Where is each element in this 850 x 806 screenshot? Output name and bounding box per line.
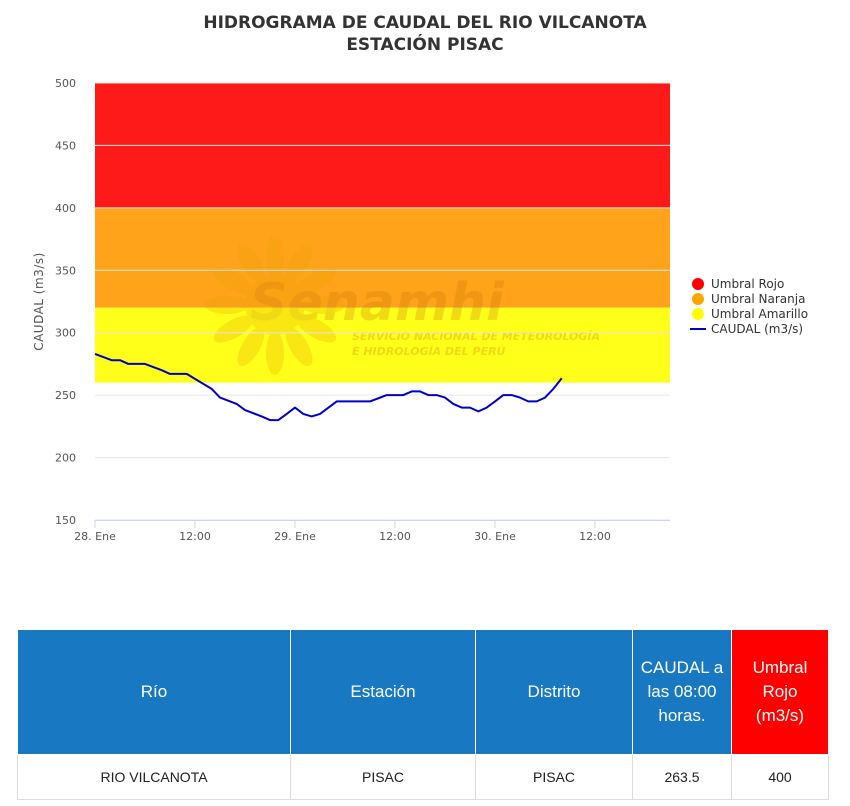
- watermark-sun-ray: [266, 235, 284, 279]
- chart-title-main: HIDROGRAMA DE CAUDAL DEL RIO VILCANOTA: [203, 13, 647, 33]
- band-1: [95, 207, 670, 308]
- y-tick-label: 200: [55, 452, 76, 465]
- legend-marker-0: [692, 278, 704, 290]
- y-axis-title: CAUDAL (m3/s): [32, 252, 46, 351]
- watermark-line1: SERVICIO NACIONAL DE METEOROLOGÍA: [352, 330, 600, 343]
- watermark-sun-ray: [266, 331, 284, 375]
- header-umbral-rojo: Umbral Rojo (m3/s): [731, 629, 829, 755]
- header-distrito: Distrito: [475, 629, 633, 755]
- x-tick-label: 28. Ene: [74, 530, 116, 543]
- legend-label-1: Umbral Naranja: [711, 292, 805, 306]
- hydrograph-chart: HIDROGRAMA DE CAUDAL DEL RIO VILCANOTA E…: [0, 12, 850, 543]
- watermark-sun-ray: [237, 243, 265, 284]
- x-tick-label: 12:00: [579, 530, 611, 543]
- watermark-line2: E HIDROLOGÍA DEL PERÚ: [352, 345, 506, 358]
- legend-label-2: Umbral Amarillo: [711, 307, 808, 321]
- cell-umbral: 400: [731, 754, 829, 800]
- cell-distrito: PISAC: [475, 754, 633, 800]
- cell-caudal: 263.5: [632, 754, 732, 800]
- cell-estacion: PISAC: [290, 754, 476, 800]
- y-tick-label: 450: [55, 139, 76, 152]
- watermark-sun-ray: [296, 315, 337, 343]
- header-rio: Río: [17, 629, 291, 755]
- y-tick-label: 300: [55, 327, 76, 340]
- y-tick-label: 400: [55, 202, 76, 215]
- watermark-sun-ray: [213, 315, 254, 343]
- table-row: RIO VILCANOTA PISAC PISAC 263.5 400: [17, 754, 829, 800]
- x-tick-label: 12:00: [179, 530, 211, 543]
- legend-series-label-0: CAUDAL (m3/s): [711, 322, 803, 336]
- table-header-row: Río Estación Distrito CAUDAL a las 08:00…: [17, 629, 829, 755]
- watermark-sun-icon: [245, 275, 305, 335]
- y-tick-label: 350: [55, 264, 76, 277]
- header-estacion: Estación: [290, 629, 476, 755]
- watermark-sun-ray: [205, 296, 249, 314]
- legend-marker-2: [692, 308, 704, 320]
- legend-marker-1: [692, 293, 704, 305]
- data-table: Río Estación Distrito CAUDAL a las 08:00…: [17, 629, 829, 800]
- watermark-sun-ray: [213, 267, 254, 295]
- chart-title: HIDROGRAMA DE CAUDAL DEL RIO VILCANOTA E…: [0, 12, 850, 56]
- cell-rio: RIO VILCANOTA: [17, 754, 291, 800]
- watermark-sun-ray: [296, 267, 337, 295]
- chart-subtitle: ESTACIÓN PISAC: [346, 35, 504, 55]
- x-tick-label: 30. Ene: [474, 530, 516, 543]
- watermark-sun-ray: [285, 326, 313, 367]
- y-tick-label: 250: [55, 389, 76, 402]
- y-tick-label: 500: [55, 77, 76, 90]
- header-caudal: CAUDAL a las 08:00 horas.: [632, 629, 732, 755]
- x-tick-label: 12:00: [379, 530, 411, 543]
- watermark-name: Senamhi: [250, 273, 505, 333]
- band-2: [95, 307, 670, 383]
- legend-label-0: Umbral Rojo: [711, 277, 784, 291]
- y-tick-label: 150: [55, 514, 76, 527]
- watermark-sun-ray: [285, 243, 313, 284]
- x-tick-label: 29. Ene: [274, 530, 316, 543]
- watermark-sun-ray: [237, 326, 265, 367]
- watermark-sun-ray: [301, 296, 345, 314]
- series-line-0: [94, 352, 563, 422]
